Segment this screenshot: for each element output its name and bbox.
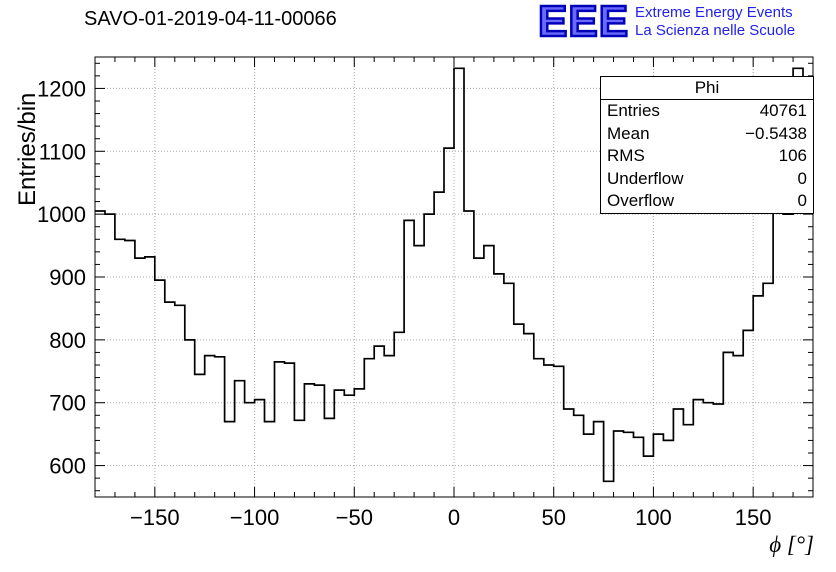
stats-row-entries: Entries 40761 (601, 100, 813, 123)
stats-value: 40761 (759, 101, 807, 120)
eee-logo-line1: Extreme Energy Events (635, 4, 793, 21)
x-tick-label: 150 (735, 505, 772, 530)
y-axis-label: Entries/bin (14, 92, 41, 206)
x-tick-label: −100 (230, 505, 280, 530)
stats-value: 106 (778, 146, 807, 165)
x-tick-label: 50 (541, 505, 565, 530)
x-axis-label: ϕ [°] (769, 532, 814, 557)
eee-logo-caption: Extreme Energy Events La Scienza nelle S… (635, 4, 795, 40)
stats-label: Underflow (607, 168, 684, 188)
histogram-line (95, 67, 813, 483)
y-tick-label: 1100 (39, 139, 86, 164)
stats-value: 0 (797, 168, 807, 188)
stats-value: −0.5438 (745, 123, 807, 143)
stats-title: Phi (601, 77, 813, 100)
x-tick-label: −150 (130, 505, 180, 530)
eee-logo: EEE Extreme Energy Events La Scienza nel… (537, 0, 795, 46)
eee-logo-letters: EEE (537, 0, 630, 46)
stats-row-overflow: Overflow 0 (601, 190, 813, 213)
stats-row-mean: Mean −0.5438 (601, 123, 813, 146)
y-tick-label: 1000 (37, 202, 86, 227)
x-tick-label: −50 (336, 505, 373, 530)
stats-row-underflow: Underflow 0 (601, 168, 813, 191)
stats-box: Phi Entries 40761 Mean −0.5438 RMS 106 U… (600, 76, 814, 214)
stats-label: Overflow (607, 191, 675, 210)
stats-label: RMS (607, 146, 645, 165)
stats-row-rms: RMS 106 (601, 145, 813, 168)
x-tick-label: 100 (635, 505, 672, 530)
x-tick-label: 0 (448, 505, 460, 530)
stats-label: Entries (607, 101, 660, 120)
chart-title: SAVO-01-2019-04-11-00066 (84, 8, 337, 30)
stats-label: Mean (607, 123, 650, 143)
y-tick-label: 1200 (37, 76, 86, 101)
eee-logo-line2: La Scienza nelle Scuole (635, 22, 796, 39)
stats-value: 0 (797, 191, 807, 210)
y-tick-label: 900 (49, 265, 86, 290)
y-tick-label: 800 (49, 328, 86, 353)
y-tick-label: 600 (49, 454, 86, 479)
y-tick-label: 700 (49, 391, 86, 416)
